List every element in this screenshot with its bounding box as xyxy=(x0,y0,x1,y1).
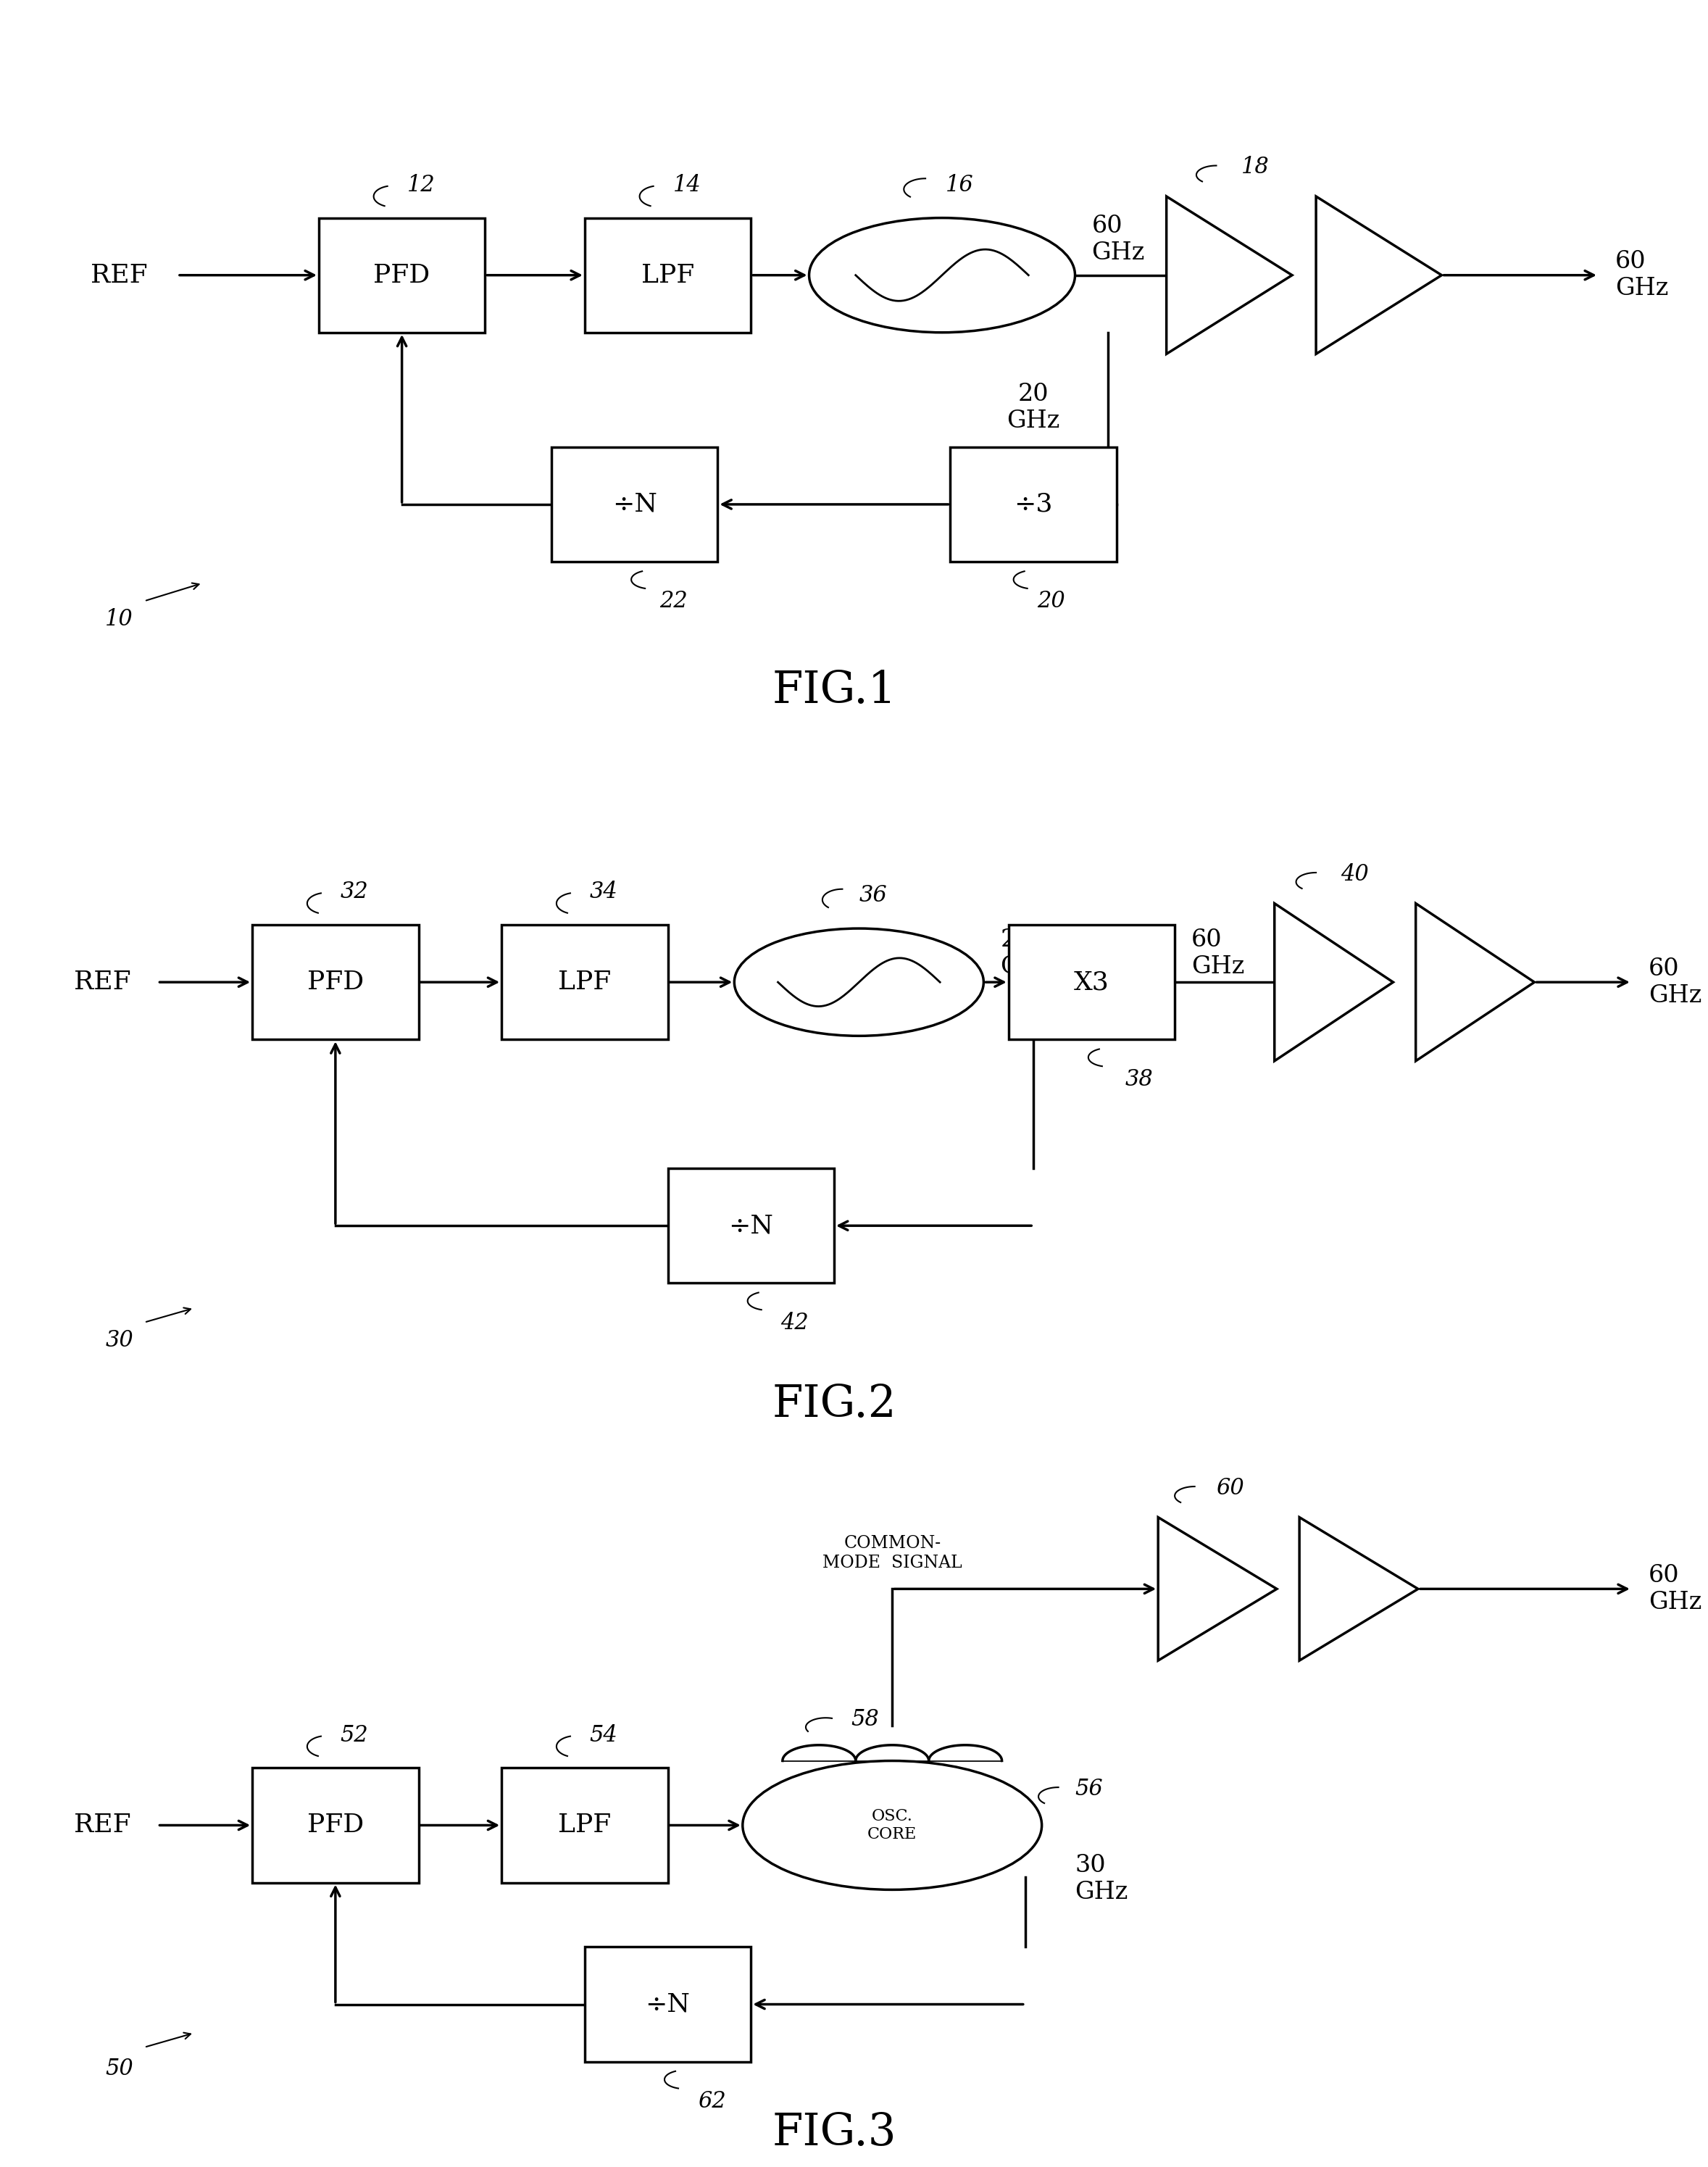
Bar xyxy=(253,925,418,1040)
Polygon shape xyxy=(1300,1517,1418,1660)
Bar xyxy=(319,219,485,332)
Text: PFD: PFD xyxy=(307,1814,364,1838)
Polygon shape xyxy=(1416,904,1534,1062)
Text: FIG.3: FIG.3 xyxy=(772,2111,897,2154)
Text: 20: 20 xyxy=(1037,589,1064,613)
Text: ÷N: ÷N xyxy=(729,1214,774,1237)
Text: FIG.1: FIG.1 xyxy=(772,670,897,713)
Text: ÷3: ÷3 xyxy=(1015,492,1052,516)
Polygon shape xyxy=(1274,904,1394,1062)
Text: 60
GHz: 60 GHz xyxy=(1616,249,1669,301)
Text: 60
GHz: 60 GHz xyxy=(1091,215,1144,264)
Text: REF: REF xyxy=(73,971,132,995)
Text: LPF: LPF xyxy=(559,1814,611,1838)
Text: 14: 14 xyxy=(673,173,700,197)
Text: 20
GHz: 20 GHz xyxy=(1008,384,1061,433)
Text: OSC.
CORE: OSC. CORE xyxy=(868,1807,917,1842)
Bar xyxy=(668,1168,834,1283)
Circle shape xyxy=(734,927,984,1036)
Text: 62: 62 xyxy=(699,2091,726,2113)
Text: 18: 18 xyxy=(1242,156,1269,178)
Polygon shape xyxy=(1158,1517,1278,1660)
Text: 10: 10 xyxy=(106,607,133,631)
Bar xyxy=(552,446,717,561)
Text: 34: 34 xyxy=(589,882,618,904)
Bar xyxy=(584,1946,752,2061)
Text: 60: 60 xyxy=(1216,1478,1245,1500)
Text: X3: X3 xyxy=(1074,971,1110,995)
Text: 42: 42 xyxy=(781,1311,810,1335)
Text: ÷N: ÷N xyxy=(611,492,658,516)
Circle shape xyxy=(810,219,1074,332)
Text: 52: 52 xyxy=(340,1725,369,1747)
Text: ÷N: ÷N xyxy=(646,1991,690,2017)
Bar xyxy=(584,219,752,332)
Text: PFD: PFD xyxy=(307,971,364,995)
Text: 56: 56 xyxy=(1074,1777,1103,1801)
Text: REF: REF xyxy=(73,1814,132,1838)
Bar xyxy=(502,925,668,1040)
Text: 12: 12 xyxy=(407,173,436,197)
Text: PFD: PFD xyxy=(374,262,430,288)
Text: 60
GHz: 60 GHz xyxy=(1648,958,1701,1008)
Bar xyxy=(950,446,1117,561)
Text: 36: 36 xyxy=(859,884,886,908)
Text: 16: 16 xyxy=(946,173,974,197)
Bar xyxy=(502,1768,668,1883)
Text: 40: 40 xyxy=(1341,862,1370,886)
Text: 30: 30 xyxy=(106,1328,133,1352)
Text: FIG.2: FIG.2 xyxy=(772,1383,897,1426)
Text: 38: 38 xyxy=(1126,1068,1153,1090)
Text: 50: 50 xyxy=(106,2056,133,2080)
Text: 30
GHz: 30 GHz xyxy=(1074,1855,1129,1905)
Circle shape xyxy=(743,1762,1042,1890)
Text: 32: 32 xyxy=(340,882,369,904)
Text: 22: 22 xyxy=(659,589,688,613)
Bar xyxy=(253,1768,418,1883)
Bar xyxy=(1008,925,1175,1040)
Text: 20
GHz: 20 GHz xyxy=(1001,927,1054,979)
Text: 60
GHz: 60 GHz xyxy=(1192,927,1245,979)
Text: 54: 54 xyxy=(589,1725,618,1747)
Text: COMMON-
MODE  SIGNAL: COMMON- MODE SIGNAL xyxy=(822,1534,962,1571)
Text: REF: REF xyxy=(91,262,149,288)
Polygon shape xyxy=(1167,197,1291,353)
Text: 60
GHz: 60 GHz xyxy=(1648,1565,1701,1614)
Text: LPF: LPF xyxy=(640,262,695,288)
Polygon shape xyxy=(1317,197,1442,353)
Text: 58: 58 xyxy=(851,1708,878,1731)
Text: LPF: LPF xyxy=(559,971,611,995)
